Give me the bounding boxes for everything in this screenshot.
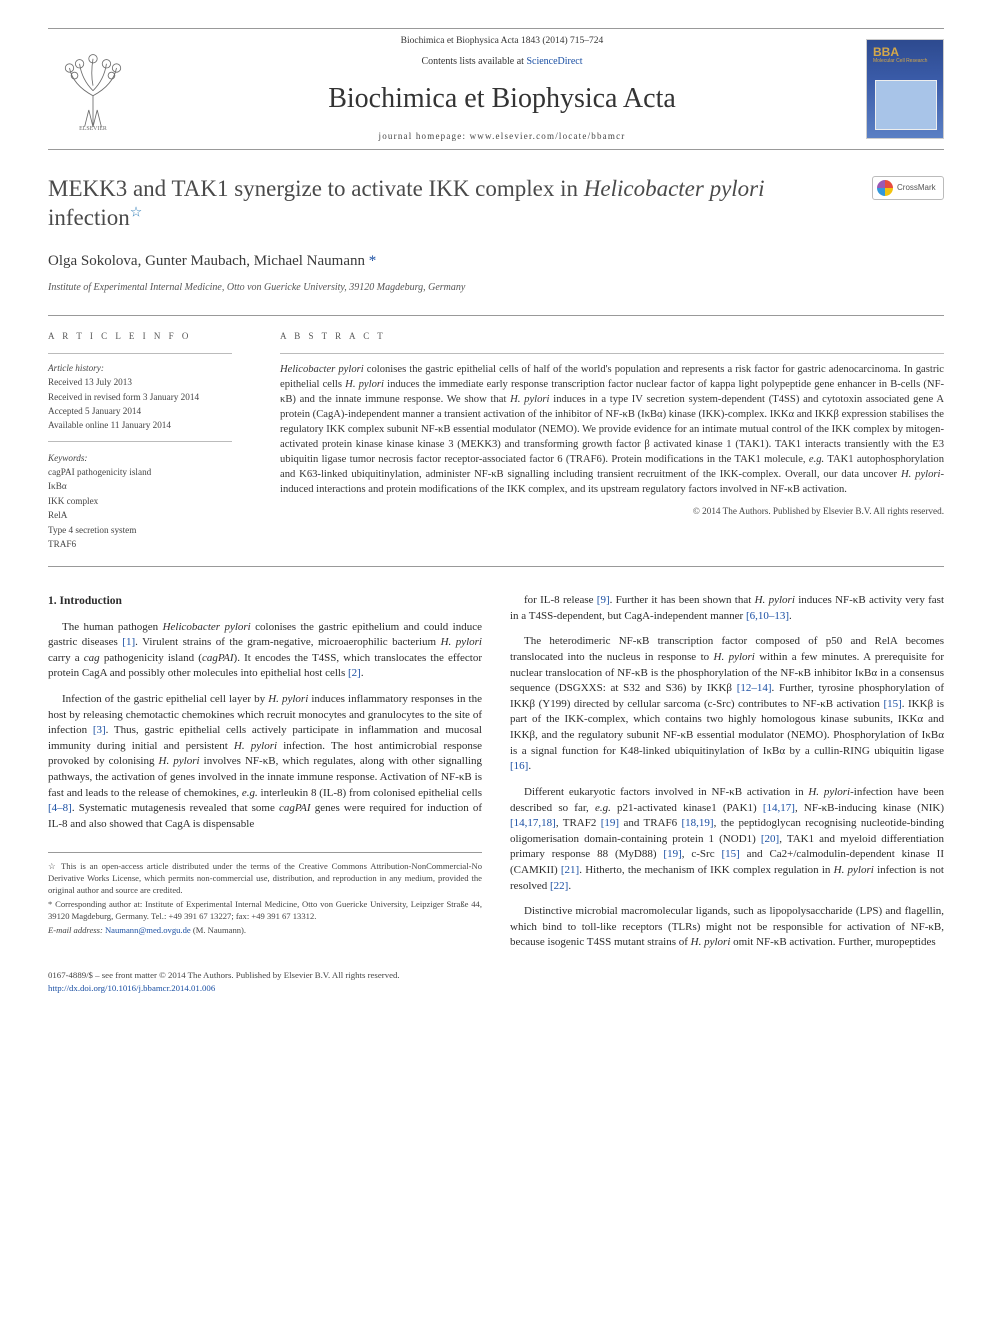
body-paragraph: Infection of the gastric epithelial cell… (48, 692, 482, 832)
journal-homepage: journal homepage: www.elsevier.com/locat… (148, 130, 856, 143)
keyword: IκBα (48, 480, 252, 493)
body-two-column: 1. Introduction The human pathogen Helic… (48, 593, 944, 951)
history-revised: Received in revised form 3 January 2014 (48, 391, 252, 404)
crossmark-label: CrossMark (897, 182, 936, 194)
body-paragraph: Different eukaryotic factors involved in… (510, 785, 944, 894)
article-title: MEKK3 and TAK1 synergize to activate IKK… (48, 174, 944, 233)
body-paragraph: for IL-8 release [9]. Further it has bee… (510, 593, 944, 624)
keyword: Type 4 secretion system (48, 524, 252, 537)
body-paragraph: The human pathogen Helicobacter pylori c… (48, 620, 482, 682)
contents-available-line: Contents lists available at ScienceDirec… (148, 55, 856, 70)
email-label-text: E-mail address: (48, 925, 105, 935)
history-online: Available online 11 January 2014 (48, 419, 252, 432)
elsevier-tree-icon: ELSEVIER (51, 47, 135, 131)
title-post: infection (48, 205, 130, 230)
body-paragraph: The heterodimeric NF-κB transcription fa… (510, 634, 944, 774)
abstract-text: Helicobacter pylori colonises the gastri… (280, 362, 944, 497)
journal-citation: Biochimica et Biophysica Acta 1843 (2014… (148, 35, 856, 49)
history-received: Received 13 July 2013 (48, 376, 252, 389)
divider (48, 441, 232, 442)
crossmark-badge[interactable]: CrossMark (872, 176, 944, 200)
journal-cover-thumb (866, 39, 944, 139)
svg-text:ELSEVIER: ELSEVIER (79, 126, 107, 131)
keywords-label: Keywords: (48, 452, 252, 465)
open-access-note: ☆ This is an open-access article distrib… (48, 861, 482, 896)
crossmark-icon (877, 180, 893, 196)
abstract: a b s t r a c t Helicobacter pylori colo… (266, 316, 944, 566)
article-info-label: a r t i c l e i n f o (48, 330, 252, 343)
divider (280, 353, 944, 354)
issn-line: 0167-4889/$ – see front matter © 2014 Th… (48, 969, 944, 982)
keyword: cagPAI pathogenicity island (48, 466, 252, 479)
title-italic: Helicobacter pylori (584, 176, 765, 201)
left-column-footnotes: ☆ This is an open-access article distrib… (48, 852, 482, 937)
title-block: CrossMark MEKK3 and TAK1 synergize to ac… (48, 174, 944, 233)
title-pre: MEKK3 and TAK1 synergize to activate IKK… (48, 176, 584, 201)
publisher-logo: ELSEVIER (48, 44, 138, 134)
info-abstract-row: a r t i c l e i n f o Article history: R… (48, 315, 944, 567)
body-paragraph: Distinctive microbial macromolecular lig… (510, 904, 944, 951)
history-accepted: Accepted 5 January 2014 (48, 405, 252, 418)
page-footer-meta: 0167-4889/$ – see front matter © 2014 Th… (48, 969, 944, 995)
keyword: IKK complex (48, 495, 252, 508)
history-label: Article history: (48, 362, 252, 375)
corresponding-mark-icon: * (369, 253, 377, 269)
title-footnote-star-icon: ☆ (130, 206, 143, 221)
journal-title: Biochimica et Biophysica Acta (148, 79, 856, 120)
doi-link[interactable]: http://dx.doi.org/10.1016/j.bbamcr.2014.… (48, 983, 215, 993)
cover-inset (875, 80, 937, 130)
keyword: RelA (48, 509, 252, 522)
sciencedirect-link[interactable]: ScienceDirect (526, 56, 582, 67)
section-heading-introduction: 1. Introduction (48, 593, 482, 609)
article-info-sidebar: a r t i c l e i n f o Article history: R… (48, 316, 266, 566)
abstract-label: a b s t r a c t (280, 330, 944, 343)
email-link[interactable]: Naumann@med.ovgu.de (105, 925, 191, 935)
email-suffix: (M. Naumann). (191, 925, 246, 935)
divider (48, 353, 232, 354)
email-label: E-mail address: Naumann@med.ovgu.de (M. … (48, 925, 246, 935)
author-list: Olga Sokolova, Gunter Maubach, Michael N… (48, 251, 944, 273)
cover-image (866, 39, 944, 139)
contents-line-prefix: Contents lists available at (421, 56, 526, 67)
abstract-copyright: © 2014 The Authors. Published by Elsevie… (280, 505, 944, 518)
keyword: TRAF6 (48, 538, 252, 551)
header-center-block: Biochimica et Biophysica Acta 1843 (2014… (138, 35, 866, 143)
corresponding-author-note: * Corresponding author at: Institute of … (48, 899, 482, 922)
author-names: Olga Sokolova, Gunter Maubach, Michael N… (48, 253, 369, 269)
journal-header: ELSEVIER Biochimica et Biophysica Acta 1… (48, 28, 944, 150)
affiliation: Institute of Experimental Internal Medic… (48, 281, 944, 296)
footnote-block: ☆ This is an open-access article distrib… (48, 852, 482, 937)
